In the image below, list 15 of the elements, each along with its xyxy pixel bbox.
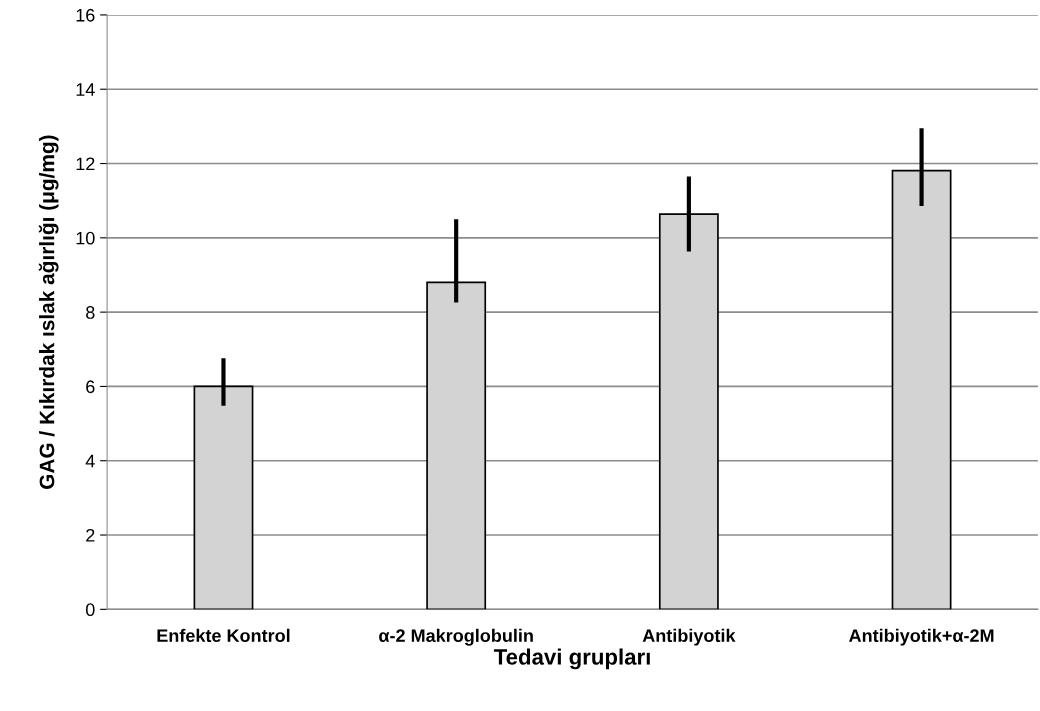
y-tick-label: 0	[85, 603, 95, 617]
y-tick-label: 4	[85, 454, 95, 468]
x-tick-label: Antibiyotik+α-2M	[849, 628, 994, 646]
y-tick-label: 2	[86, 528, 95, 542]
x-axis-title: Tedavi grupları	[493, 648, 650, 670]
x-tick-label: Enfekte Kontrol	[157, 628, 290, 643]
x-tick-label: α-2 Makroglobulin	[379, 628, 533, 646]
y-tick-label: 16	[76, 8, 95, 22]
x-tick-label: Antibiyotik	[642, 628, 736, 646]
y-axis-title: GAG / Kıkırdak ıslak ağırlığı (μg/mg)	[38, 135, 59, 489]
y-tick-label: 10	[76, 231, 95, 245]
y-tick-label: 8	[86, 306, 95, 319]
y-tick-label: 14	[76, 83, 95, 96]
y-tick-label: 12	[76, 157, 95, 171]
y-tick-label: 6	[86, 380, 95, 394]
